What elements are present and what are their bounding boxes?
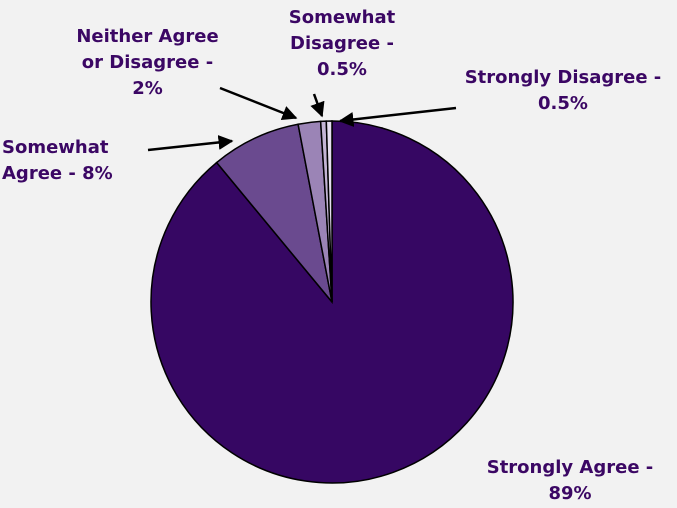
slice-label-strongly-disagree: Strongly Disagree - 0.5% <box>452 65 674 117</box>
label-line: or Disagree - <box>81 52 214 73</box>
label-line: Disagree - <box>290 33 394 54</box>
label-line: Somewhat <box>2 137 109 158</box>
label-line: 0.5% <box>317 59 367 80</box>
label-line: Somewhat <box>288 7 396 28</box>
slice-label-somewhat-disagree: Somewhat Disagree - 0.5% <box>262 5 422 83</box>
pie-slice-strongly-disagree <box>325 120 333 303</box>
label-line: Strongly Agree - <box>486 457 654 478</box>
label-line: 89% <box>548 483 592 504</box>
arrow-neither <box>219 86 298 121</box>
label-line: Agree - 8% <box>2 163 113 184</box>
arrow-somewhat-disagree <box>310 93 325 118</box>
slice-label-strongly-agree: Strongly Agree - 89% <box>470 455 670 507</box>
slice-label-neither: Neither Agree or Disagree - 2% <box>55 24 240 102</box>
label-arrows <box>147 86 457 152</box>
label-line: 0.5% <box>538 93 588 114</box>
label-line: Neither Agree <box>76 26 219 47</box>
arrow-strongly-disagree <box>338 106 457 127</box>
label-line: 2% <box>132 78 163 99</box>
pie-slices <box>150 120 514 484</box>
label-line: Strongly Disagree - <box>464 67 662 88</box>
slice-label-somewhat-agree: Somewhat Agree - 8% <box>2 135 137 187</box>
arrow-somewhat-agree <box>147 134 234 152</box>
pie-slice-somewhat-agree <box>215 123 333 303</box>
